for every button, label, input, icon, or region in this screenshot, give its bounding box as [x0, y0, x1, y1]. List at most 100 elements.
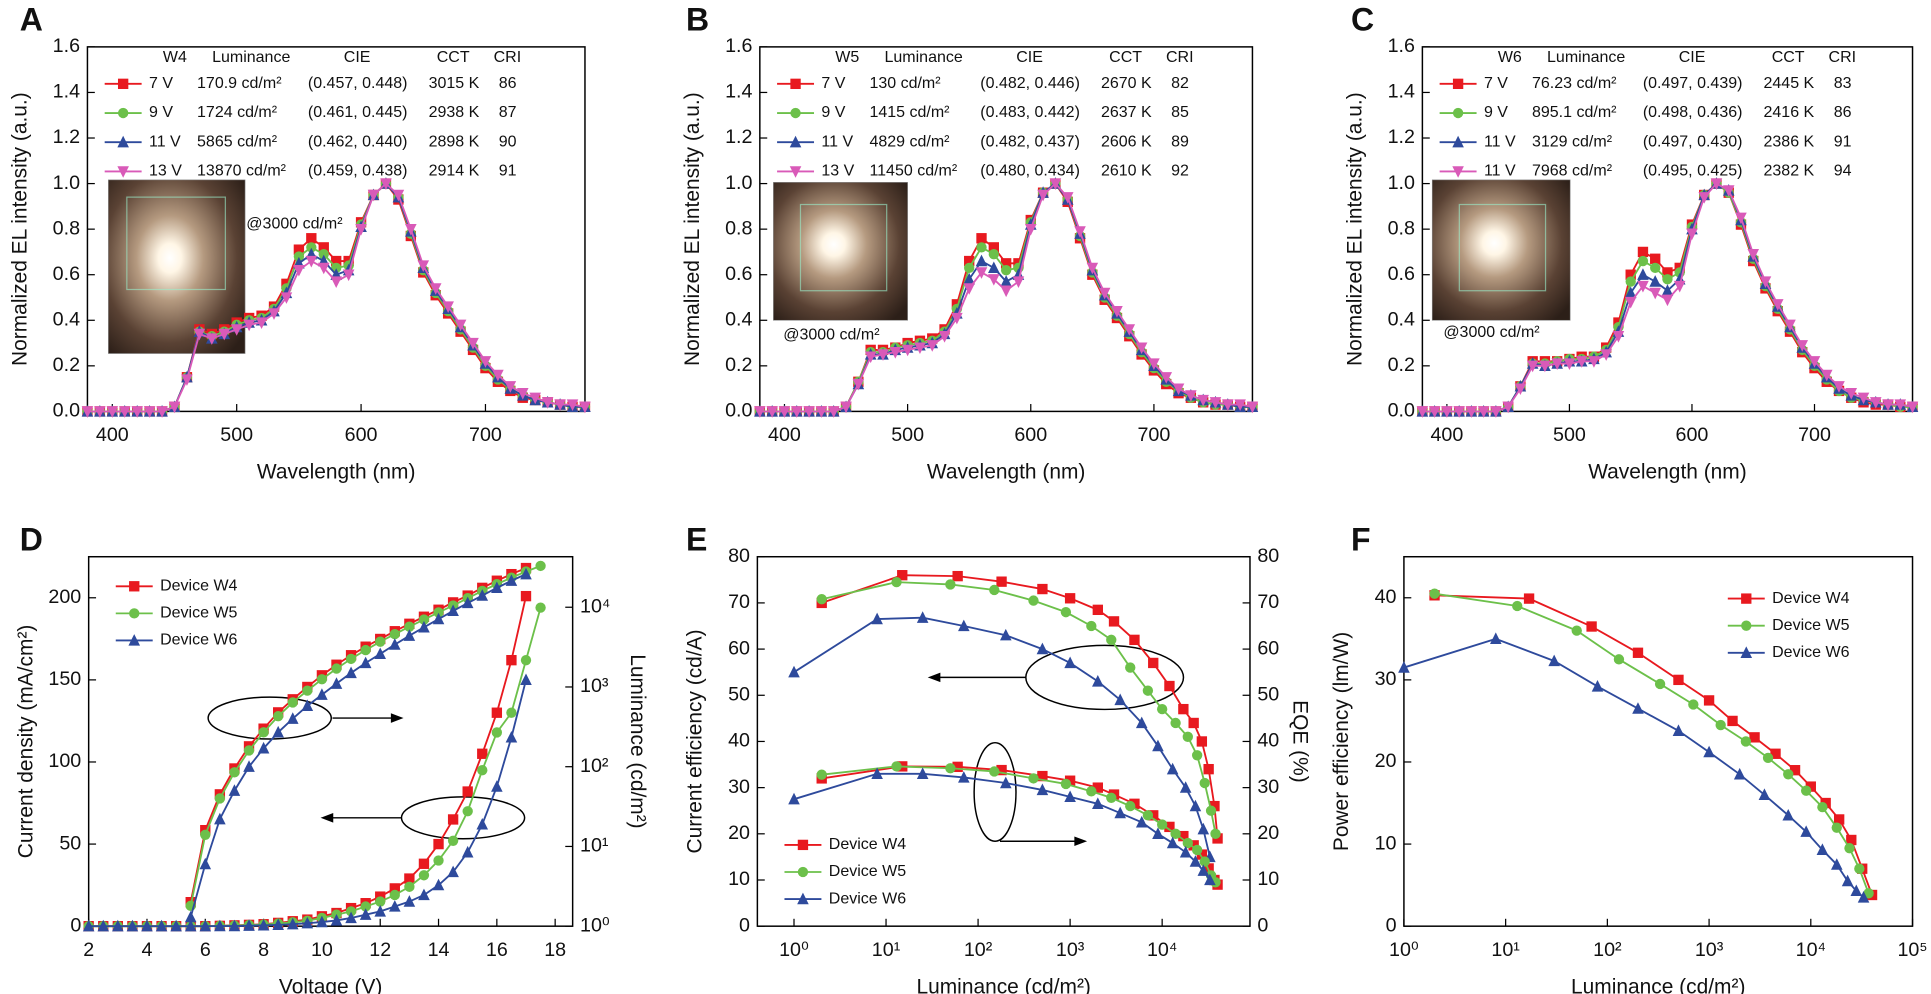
series-line	[1434, 594, 1873, 896]
marker	[1064, 593, 1076, 604]
marker	[1796, 340, 1809, 352]
marker	[1523, 593, 1535, 604]
table-cell: 91	[1834, 133, 1852, 150]
legend-label: 9 V	[821, 104, 845, 121]
marker	[280, 292, 293, 304]
marker	[516, 388, 529, 400]
y-axis-title: Current density (mA/cm²)	[15, 625, 38, 859]
marker	[1588, 356, 1600, 368]
marker	[1465, 406, 1478, 418]
marker	[1188, 717, 1199, 729]
marker	[916, 767, 929, 779]
marker	[989, 766, 1000, 777]
marker	[1123, 324, 1136, 336]
marker	[1152, 827, 1164, 839]
marker	[258, 727, 269, 738]
annotations	[207, 644, 1185, 846]
legend-label: Device W6	[829, 890, 906, 907]
table-cell: (0.497, 0.439)	[1643, 75, 1743, 92]
photo-frame	[799, 203, 888, 292]
marker	[117, 135, 129, 148]
marker	[996, 576, 1007, 587]
marker	[380, 178, 392, 190]
marker	[505, 574, 518, 586]
marker	[1740, 736, 1752, 747]
marker	[272, 918, 284, 931]
table-header: Luminance	[884, 49, 962, 66]
marker	[1551, 358, 1563, 370]
marker	[1092, 675, 1104, 687]
marker	[345, 666, 357, 679]
marker	[272, 725, 284, 738]
marker	[1800, 825, 1812, 837]
marker	[951, 312, 963, 325]
marker	[200, 829, 211, 840]
marker	[330, 914, 343, 926]
marker	[467, 337, 479, 350]
marker	[1869, 397, 1882, 409]
x-tick-label: 500	[1553, 424, 1586, 446]
marker	[975, 267, 988, 279]
marker	[1637, 268, 1649, 280]
marker	[316, 674, 328, 685]
y2-tick-label: 10⁰	[580, 914, 610, 936]
marker	[1661, 294, 1674, 307]
marker	[1148, 810, 1159, 821]
y-tick-label: 10	[1375, 832, 1397, 854]
arrow-head	[390, 713, 404, 723]
marker	[1841, 874, 1854, 887]
marker	[184, 910, 197, 923]
marker	[1178, 703, 1189, 715]
marker	[1850, 884, 1863, 897]
marker	[1148, 358, 1160, 370]
y2-tick-label: 50	[1257, 683, 1279, 705]
marker	[975, 254, 988, 267]
x-axis-title: Wavelength (nm)	[1588, 461, 1747, 484]
marker	[1114, 806, 1126, 819]
marker	[1178, 830, 1189, 842]
y2-tick-label: 10	[1257, 868, 1279, 890]
table-cell: (0.461, 0.445)	[308, 104, 408, 121]
y2-tick-label: 10¹	[580, 835, 609, 857]
marker	[1789, 765, 1801, 776]
marker	[1831, 822, 1842, 833]
marker	[1135, 716, 1148, 729]
marker	[214, 793, 226, 804]
marker	[797, 892, 809, 905]
legend-label: 11 V	[1484, 133, 1516, 150]
marker	[331, 262, 342, 274]
table-cell: (0.483, 0.442)	[980, 104, 1080, 121]
marker	[1060, 778, 1072, 790]
marker	[286, 917, 299, 930]
marker	[1106, 792, 1117, 803]
marker	[477, 748, 488, 759]
marker	[359, 656, 372, 669]
marker	[404, 881, 415, 892]
table-cell: (0.498, 0.436)	[1643, 104, 1743, 121]
marker	[827, 406, 840, 418]
marker	[1086, 786, 1097, 797]
table-header: CIE	[344, 49, 371, 66]
marker	[520, 673, 532, 686]
marker	[1624, 286, 1637, 299]
marker	[1453, 406, 1465, 418]
marker	[1205, 805, 1217, 816]
table-cell: (0.482, 0.446)	[980, 75, 1080, 92]
table-header: CIE	[1679, 49, 1706, 66]
marker	[945, 763, 956, 774]
marker	[1028, 595, 1039, 606]
x-tick-label: 10⁴	[1147, 939, 1177, 961]
table-cell: (0.480, 0.434)	[980, 163, 1080, 180]
table-cell: 82	[1171, 75, 1189, 92]
marker	[306, 233, 317, 244]
x-tick-label: 10¹	[872, 939, 901, 961]
y-tick-label: 0.4	[725, 308, 752, 330]
y-tick-label: 1.6	[1388, 35, 1415, 57]
marker	[1064, 775, 1076, 786]
table-cell: 86	[1834, 104, 1852, 121]
x-axis-title: Wavelength (nm)	[257, 461, 416, 484]
marker	[230, 324, 243, 336]
marker	[375, 636, 386, 647]
marker	[1816, 843, 1829, 855]
marker	[1649, 287, 1661, 300]
